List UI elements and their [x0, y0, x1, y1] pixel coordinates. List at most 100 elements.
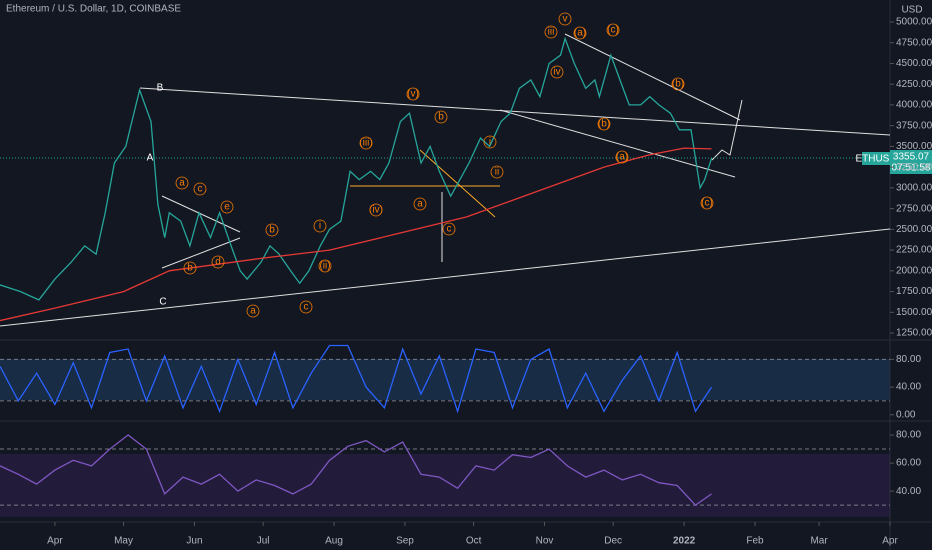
y-tick-label: 0.00: [896, 409, 916, 420]
y-tick-label: 1250.00: [896, 328, 932, 339]
wave-label: C: [159, 297, 166, 308]
wave-label: (c): [701, 198, 713, 209]
wave-label: v: [563, 14, 568, 25]
chart-title: Ethereum / U.S. Dollar, 1D, COINBASE: [6, 4, 181, 15]
wave-label: iii: [548, 27, 555, 38]
wave-label: c: [304, 302, 309, 313]
label-circle: [413, 197, 427, 211]
label-circle: [442, 222, 456, 236]
label-circle: [406, 87, 420, 101]
x-tick-label: Mar: [810, 536, 828, 547]
wave-label: A: [147, 153, 154, 164]
label-circle: [313, 219, 327, 233]
ticker: ETHUSD: [855, 154, 896, 165]
y-tick-label: 2750.00: [896, 203, 932, 214]
label-circle: [246, 304, 260, 318]
label-circle: [573, 26, 587, 40]
y-unit: USD: [901, 5, 922, 16]
wave-label: i: [319, 221, 321, 232]
wave-label: d: [215, 257, 221, 268]
series-line: [0, 344, 713, 414]
label-circle: [490, 165, 504, 179]
label-circle: [318, 259, 332, 273]
y-tick-label: 4500.00: [896, 58, 932, 69]
label-circle: [544, 25, 558, 39]
last-price: 3355.07: [893, 152, 930, 163]
y-tick-label: 40.00: [896, 486, 921, 497]
label-circle: [671, 77, 685, 91]
label-circle: [615, 150, 629, 164]
y-tick-label: 3750.00: [896, 120, 932, 131]
y-tick-label: 1500.00: [896, 307, 932, 318]
y-tick-label: 3000.00: [896, 183, 932, 194]
rsi-band: [0, 454, 890, 517]
wave-label: a: [250, 306, 256, 317]
label-circle: [369, 203, 383, 217]
x-tick-label: Sep: [396, 536, 414, 547]
label-circle: [606, 23, 620, 37]
x-tick-label: Apr: [882, 536, 898, 547]
x-tick-label: Nov: [536, 536, 554, 547]
y-tick-label: 5000.00: [896, 17, 932, 28]
y-tick-label: 2000.00: [896, 265, 932, 276]
label-circle: [193, 182, 207, 196]
wave-label: (a): [616, 152, 628, 163]
series-line: [0, 434, 712, 507]
wave-label: (iv): [369, 205, 383, 216]
y-tick-label: 4250.00: [896, 79, 932, 90]
x-tick-label: Apr: [47, 536, 63, 547]
y-tick-label: 1750.00: [896, 286, 932, 297]
y-tick-label: 4000.00: [896, 100, 932, 111]
label-circle: [434, 110, 448, 124]
label-circle: [220, 200, 234, 214]
wave-label: a: [417, 199, 423, 210]
wave-label: (b): [672, 79, 684, 90]
label-circle: [359, 136, 373, 150]
wave-label: B: [157, 83, 164, 94]
countdown: 07:51:58: [892, 163, 931, 174]
wave-label: (b): [598, 119, 610, 130]
x-tick-label: Aug: [325, 536, 343, 547]
y-tick-label: 3500.00: [896, 141, 932, 152]
wave-label: e: [224, 202, 230, 213]
wave-label: (iii): [359, 138, 372, 149]
label-circle: [175, 176, 189, 190]
wave-label: c: [198, 184, 203, 195]
x-tick-label: Jul: [257, 536, 270, 547]
label-circle: [550, 65, 564, 79]
x-tick-label: May: [114, 536, 133, 547]
x-tick-label: Feb: [746, 536, 764, 547]
x-tick-label: Jun: [186, 536, 202, 547]
x-tick-label: Oct: [466, 536, 482, 547]
y-tick-label: 3250.00: [896, 162, 932, 173]
wave-label: b: [269, 225, 275, 236]
ticker-box: [862, 152, 890, 165]
label-circle: [265, 223, 279, 237]
y-tick-label: 40.00: [896, 382, 921, 393]
wave-label: i: [489, 137, 491, 148]
wave-label: a: [179, 178, 185, 189]
label-circle: [558, 12, 572, 26]
y-tick-label: 80.00: [896, 430, 921, 441]
wave-label: (v): [407, 89, 419, 100]
y-tick-label: 60.00: [896, 458, 921, 469]
y-tick-label: 2500.00: [896, 224, 932, 235]
label-circle: [483, 135, 497, 149]
label-circle: [211, 255, 225, 269]
series-line: [0, 36, 713, 301]
label-circle: [299, 300, 313, 314]
wave-label: iv: [553, 67, 560, 78]
x-tick-label: Dec: [604, 536, 622, 547]
y-tick-label: 80.00: [896, 354, 921, 365]
series-line: [0, 147, 712, 322]
label-circle: [597, 117, 611, 131]
wave-label: c: [447, 224, 452, 235]
x-tick-label: 2022: [673, 536, 696, 547]
label-circle: [183, 261, 197, 275]
last-price-box: [890, 150, 932, 174]
wave-label: (a): [574, 28, 586, 39]
stoch-band: [0, 359, 890, 400]
wave-label: (c): [607, 25, 619, 36]
